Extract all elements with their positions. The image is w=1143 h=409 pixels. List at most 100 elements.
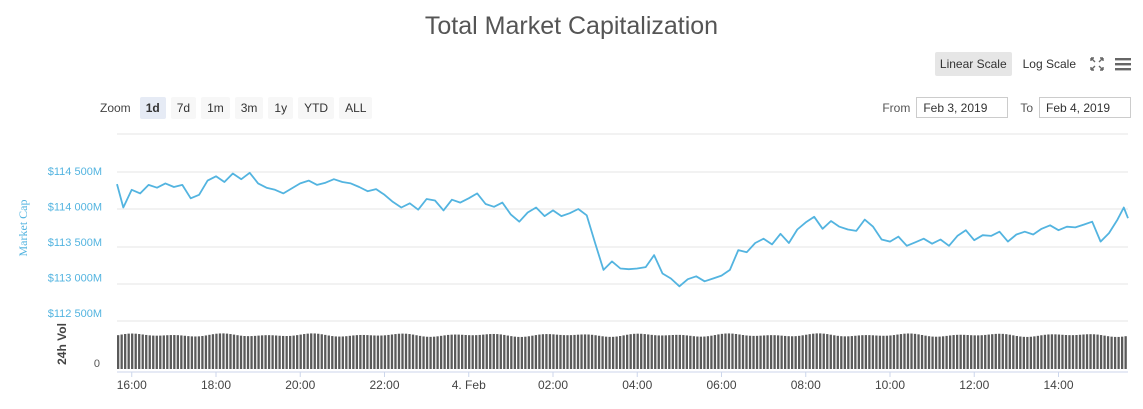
menu-icon-graphic (1115, 58, 1131, 71)
volume-bar (724, 333, 727, 369)
volume-bar (882, 335, 885, 369)
volume-bar (141, 334, 144, 369)
volume-bar (1092, 334, 1096, 369)
volume-bar (643, 334, 646, 369)
volume-bar (425, 336, 429, 369)
volume-bar (510, 336, 513, 369)
volume-bar (1106, 336, 1110, 369)
volume-bar (626, 334, 629, 369)
volume-bar (303, 334, 306, 369)
volume-bar (664, 335, 667, 369)
volume-bar (432, 336, 436, 369)
volume-bar (843, 336, 846, 369)
zoom-1m-button[interactable]: 1m (201, 97, 230, 119)
volume-bar (218, 333, 222, 369)
x-tick-label: 18:00 (201, 378, 231, 392)
volume-bar (190, 336, 194, 369)
menu-icon[interactable] (1113, 54, 1133, 74)
volume-bar (327, 335, 330, 369)
volume-bar (527, 336, 531, 369)
volume-bar (959, 334, 962, 369)
volume-bar (1124, 336, 1127, 369)
volume-bar (920, 334, 924, 369)
zoom-7d-button[interactable]: 7d (170, 97, 197, 119)
volume-bar (889, 335, 892, 369)
x-tick-label: 10:00 (875, 378, 905, 392)
zoom-3m-button[interactable]: 3m (234, 97, 264, 119)
volume-bar (998, 333, 1001, 369)
zoom-ytd-button[interactable]: YTD (298, 97, 335, 119)
volume-bar (208, 334, 211, 369)
volume-bar (345, 336, 348, 369)
volume-bar (159, 335, 162, 369)
volume-bar (401, 333, 404, 369)
volume-bar (717, 334, 720, 369)
volume-bar (808, 334, 811, 369)
volume-bar (780, 335, 783, 369)
volume-zero-tick: 0 (94, 358, 100, 370)
volume-bar (253, 335, 257, 369)
volume-bar (675, 334, 678, 369)
volume-bar (647, 334, 650, 369)
volume-bar (587, 334, 590, 369)
market-cap-line (116, 171, 1129, 288)
to-date-input[interactable] (1039, 97, 1131, 118)
volume-bar (278, 335, 281, 369)
from-date-input[interactable] (916, 97, 1009, 118)
volume-bar (176, 335, 179, 369)
zoom-1y-button[interactable]: 1y (268, 97, 294, 119)
date-range: From To (876, 97, 1131, 118)
volume-bar (1096, 334, 1099, 369)
volume-bar (1005, 334, 1008, 369)
volume-bar (678, 334, 681, 369)
x-tick-label: 12:00 (959, 378, 989, 392)
volume-bar (1040, 335, 1043, 369)
volume-bar (871, 335, 875, 369)
volume-bar (812, 333, 815, 369)
volume-bar (692, 336, 696, 369)
volume-bar (938, 336, 941, 369)
volume-bar (805, 334, 808, 369)
volume-bar (369, 335, 373, 369)
volume-bar (394, 334, 397, 369)
volume-bar (913, 333, 917, 369)
volume-bar (1036, 335, 1040, 369)
volume-bar (622, 335, 625, 369)
volume-bar (1054, 334, 1057, 369)
volume-bar (1047, 334, 1050, 369)
volume-bar (475, 335, 478, 369)
fullscreen-icon[interactable] (1087, 54, 1107, 74)
volume-bar (1008, 334, 1011, 369)
volume-bar (152, 335, 155, 369)
volume-bar (383, 335, 387, 369)
volume-bar (450, 334, 453, 369)
x-tick-label: 04:00 (622, 378, 652, 392)
volume-bar (833, 335, 836, 369)
volume-bar (271, 335, 274, 369)
volume-bar (482, 334, 485, 369)
volume-bar (552, 334, 555, 369)
log-scale-button[interactable]: Log Scale (1022, 57, 1076, 71)
volume-bar (699, 336, 703, 369)
x-tick-label: 02:00 (538, 378, 568, 392)
zoom-all-button[interactable]: ALL (339, 97, 373, 119)
volume-bar (204, 335, 208, 369)
volume-bar (348, 335, 351, 369)
volume-bar (411, 334, 415, 369)
volume-bar (980, 335, 983, 369)
volume-bar (299, 334, 302, 369)
volume-bar (745, 335, 748, 369)
volume-bar (861, 335, 864, 369)
volume-bar (910, 333, 913, 369)
linear-scale-button[interactable]: Linear Scale (934, 52, 1012, 76)
volume-bar (274, 335, 278, 369)
volume-bar (629, 334, 632, 369)
volume-bar (654, 335, 657, 369)
volume-bar (387, 334, 390, 369)
volume-bar (464, 334, 467, 369)
volume-bar (162, 335, 165, 369)
volume-bar (145, 334, 148, 369)
volume-bar (755, 335, 759, 369)
volume-bar (1082, 334, 1085, 369)
zoom-1d-button[interactable]: 1d (139, 97, 166, 119)
